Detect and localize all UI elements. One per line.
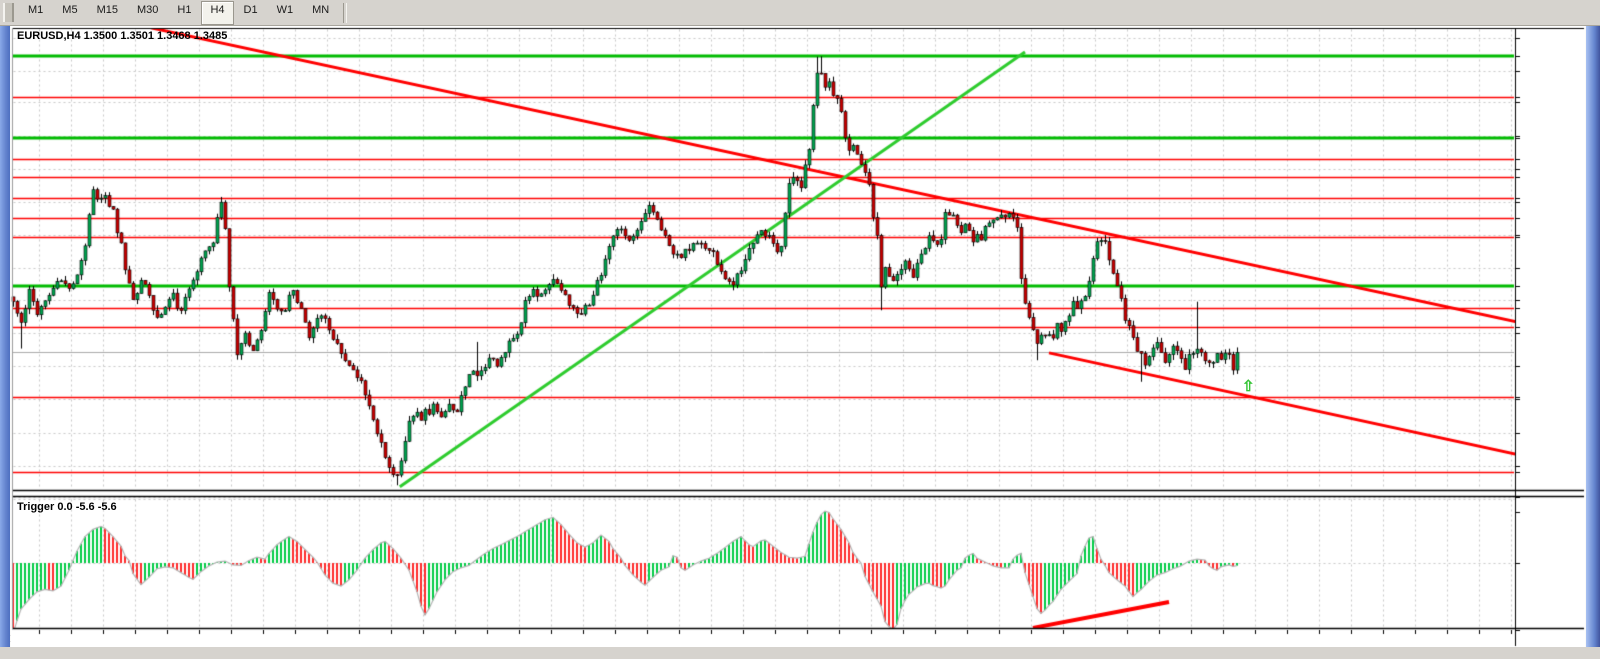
timeframe-button-D1[interactable]: D1 — [243, 3, 258, 16]
toolbar-grip-handle[interactable] — [3, 3, 14, 22]
toolbar-separator — [343, 2, 348, 23]
indicator-value-label: Trigger 0.0 -5.6 -5.6 — [17, 501, 117, 513]
timeframe-button-W1[interactable]: W1 — [276, 3, 294, 16]
timeframe-button-M5[interactable]: M5 — [62, 3, 78, 16]
window-left-border — [0, 25, 10, 647]
timeframe-button-M15[interactable]: M15 — [96, 3, 118, 16]
timeframe-button-H4[interactable]: H4 — [201, 0, 234, 25]
window-right-border — [1586, 25, 1600, 647]
timeframe-buttons-group: M1 M5 M15 M30 H1 H4 D1 W1 MN — [19, 0, 339, 25]
timeframe-button-H1[interactable]: H1 — [177, 3, 192, 16]
timeframe-button-MN[interactable]: MN — [312, 3, 330, 16]
timeframe-button-M1[interactable]: M1 — [28, 3, 44, 16]
chart-symbol-title: EURUSD,H4 1.3500 1.3501 1.3468 1.3485 — [17, 30, 228, 42]
buy-arrow-icon: ⇧ — [1242, 378, 1255, 395]
timeframe-button-M30[interactable]: M30 — [136, 3, 159, 16]
timeframes-toolbar: M1 M5 M15 M30 H1 H4 D1 W1 MN — [0, 0, 1600, 26]
window-bottom-border — [0, 647, 1600, 659]
